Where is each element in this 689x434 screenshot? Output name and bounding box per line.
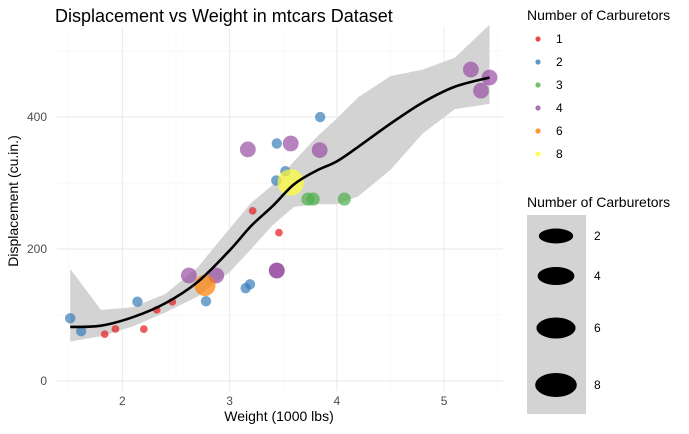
x-tick-label: 4 — [333, 394, 340, 408]
size-legend-title: Number of Carburetors — [527, 194, 670, 210]
chart-title: Displacement vs Weight in mtcars Dataset — [55, 6, 393, 26]
data-point — [180, 267, 197, 284]
data-point — [282, 135, 299, 152]
data-point — [306, 192, 320, 206]
data-point — [277, 169, 305, 196]
color-legend-label: 1 — [556, 32, 563, 46]
size-legend-key — [535, 373, 577, 397]
color-legend-key — [535, 59, 541, 65]
x-tick-label: 2 — [119, 394, 126, 408]
size-legend-key — [536, 317, 576, 339]
data-point — [111, 325, 120, 333]
size-legend-label: 8 — [594, 378, 601, 392]
data-point — [315, 111, 326, 123]
data-point — [64, 313, 76, 324]
color-legend-key — [535, 36, 541, 42]
plot-area: 2 3 4 5 0 200 400 — [27, 24, 503, 408]
size-legend-key — [538, 228, 574, 244]
data-point — [275, 228, 283, 237]
data-point — [240, 282, 251, 294]
color-legend-label: 3 — [556, 78, 563, 92]
color-legend-key — [535, 105, 541, 111]
y-tick-label: 400 — [27, 110, 47, 124]
data-point — [100, 330, 109, 339]
y-axis-title: Displacement (cu.in.) — [5, 135, 21, 267]
data-point — [268, 262, 285, 279]
smooth-line — [70, 76, 490, 329]
y-tick-label: 0 — [40, 374, 47, 388]
size-legend-key — [537, 267, 575, 285]
data-point — [139, 325, 148, 334]
data-point — [337, 192, 351, 206]
size-legend-label: 4 — [594, 269, 601, 283]
data-point — [462, 61, 479, 78]
size-legend-label: 6 — [594, 321, 601, 335]
data-point — [311, 142, 328, 159]
size-legend-label: 2 — [594, 229, 601, 243]
color-legend-key — [535, 128, 541, 134]
data-point — [473, 82, 489, 99]
color-legend: Number of Carburetors 1 2 3 4 6 8 — [527, 7, 670, 161]
size-legend: Number of Carburetors 2 4 6 8 — [527, 194, 670, 414]
y-tick-label: 200 — [27, 242, 47, 256]
data-point — [194, 274, 216, 296]
x-axis-title: Weight (1000 lbs) — [224, 408, 333, 424]
color-legend-label: 8 — [556, 147, 563, 161]
x-tick-label: 3 — [226, 394, 233, 408]
color-legend-label: 2 — [556, 55, 563, 69]
color-legend-key — [535, 151, 541, 157]
color-legend-label: 4 — [556, 101, 563, 115]
data-point — [239, 141, 256, 158]
data-point — [248, 206, 257, 215]
data-point — [271, 138, 282, 149]
data-point — [132, 296, 143, 307]
data-point — [75, 325, 87, 337]
color-legend-title: Number of Carburetors — [527, 7, 670, 23]
x-tick-label: 5 — [441, 394, 448, 408]
color-legend-key — [535, 82, 541, 88]
color-legend-label: 6 — [556, 124, 563, 138]
data-point — [200, 296, 212, 307]
